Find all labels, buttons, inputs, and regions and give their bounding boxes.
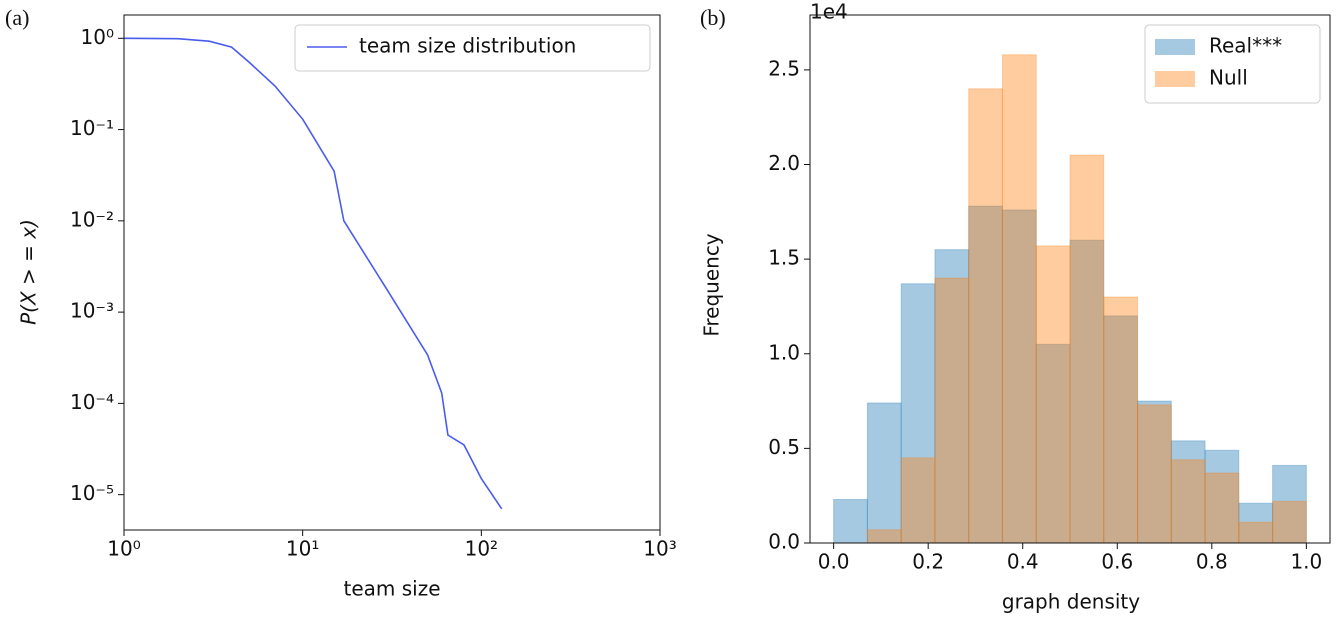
legend-swatch <box>1155 71 1195 87</box>
x-axis-label: graph density <box>1002 590 1140 614</box>
legend-box <box>1144 24 1321 104</box>
histogram-bar <box>833 498 868 544</box>
panel-label: (b) <box>700 5 726 30</box>
x-tick-label: 10¹ <box>286 537 319 561</box>
y-axis-label: P(X > = x) <box>17 219 41 325</box>
y-tick-label: 10⁰ <box>81 25 114 49</box>
plot-frame <box>809 14 1331 544</box>
histogram-bar <box>968 88 1003 544</box>
legend-box <box>294 24 651 72</box>
histogram-bar <box>1170 459 1206 544</box>
x-tick-label: 10³ <box>643 537 676 561</box>
y-tick-label: 10⁻⁴ <box>70 390 114 414</box>
legend-label: Real*** <box>1209 34 1282 58</box>
y-tick-label: 10⁻² <box>70 207 114 231</box>
histogram-bar <box>866 529 902 544</box>
y-tick-label: 0.0 <box>768 530 800 554</box>
histogram-bar <box>1272 500 1307 544</box>
x-tick-label: 0.2 <box>912 550 944 574</box>
histogram-bar <box>1069 154 1105 544</box>
y-axis-label: Frequency <box>700 233 724 336</box>
x-tick-label: 0.6 <box>1101 550 1133 574</box>
histogram-bar <box>1069 239 1105 544</box>
panel-label: (a) <box>5 5 29 30</box>
y-tick-label: 10⁻⁵ <box>70 481 114 505</box>
y-tick-label: 2.5 <box>768 56 800 80</box>
histogram-bar <box>1137 400 1172 544</box>
y-tick-label: 1.0 <box>768 340 800 364</box>
y-tick-label: 0.5 <box>768 435 800 459</box>
histogram-bar <box>934 249 970 544</box>
y-tick-label: 2.0 <box>768 151 800 175</box>
histogram-bar <box>1035 343 1071 544</box>
histogram-bar <box>1238 502 1274 544</box>
x-tick-label: 10⁰ <box>107 537 140 561</box>
histogram-bar <box>1272 464 1307 544</box>
y-tick-label: 10⁻¹ <box>70 116 114 140</box>
histogram-bar <box>1035 245 1071 544</box>
histogram-bar <box>900 457 936 544</box>
histogram-bar <box>1001 209 1037 544</box>
histogram-bar <box>934 277 970 544</box>
legend-label: team size distribution <box>359 34 576 58</box>
x-tick-label: 1.0 <box>1290 550 1322 574</box>
histogram-bar <box>1204 449 1240 544</box>
histogram-bar <box>1137 404 1172 544</box>
x-tick-label: 0.8 <box>1196 550 1228 574</box>
x-axis-label: team size <box>343 577 440 601</box>
y-offset-text: 1e4 <box>810 0 848 24</box>
histogram-bar <box>1238 521 1274 544</box>
y-tick-label: 1.5 <box>768 246 800 270</box>
histogram-bar <box>1204 472 1240 544</box>
plot-frame <box>123 14 661 531</box>
legend-label: Null <box>1209 66 1248 90</box>
histogram-bar <box>866 402 902 544</box>
x-tick-label: 10² <box>465 537 498 561</box>
legend-swatch <box>1155 39 1195 55</box>
data-line <box>123 37 503 510</box>
x-tick-label: 0.4 <box>1007 550 1039 574</box>
y-tick-label: 10⁻³ <box>70 299 114 323</box>
histogram-bar <box>1001 54 1037 544</box>
x-tick-label: 0.0 <box>818 550 850 574</box>
histogram-bar <box>1103 296 1139 544</box>
